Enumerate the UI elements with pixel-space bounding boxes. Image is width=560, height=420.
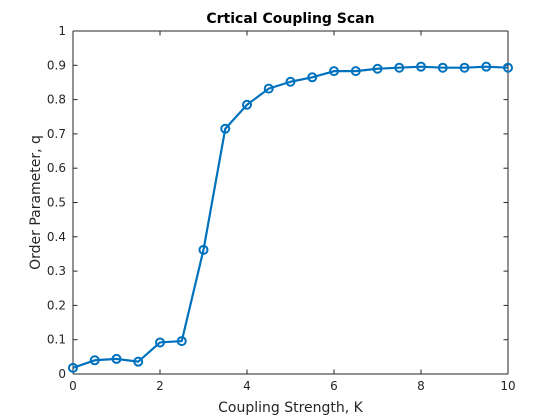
series-line — [72, 65, 509, 369]
axis-ticks: 0 2 4 6 8 10 0 0.1 0.2 0.3 0.4 0.5 0.6 0.7 0.8 0.9 1 — [47, 24, 516, 393]
data-point-marker — [459, 62, 470, 73]
data-point-marker — [372, 63, 383, 74]
y-tick-label: 0.4 — [47, 230, 66, 244]
y-tick-label: 0 — [58, 367, 66, 381]
data-point-marker — [68, 362, 78, 373]
data-point-marker — [242, 99, 252, 110]
data-series — [68, 61, 513, 373]
x-tick-label: 10 — [500, 379, 515, 393]
y-tick-label: 0.3 — [47, 264, 66, 278]
data-point-marker — [155, 337, 165, 348]
data-point-marker — [481, 61, 492, 72]
y-tick-label: 0.1 — [47, 333, 66, 347]
data-point-marker — [307, 72, 318, 83]
data-point-marker — [111, 353, 122, 364]
chart-title: Crtical Coupling Scan — [206, 11, 374, 27]
data-point-marker — [416, 61, 426, 72]
x-tick-label: 6 — [330, 379, 338, 393]
data-point-marker — [133, 356, 144, 367]
x-tick-label: 0 — [69, 379, 77, 393]
y-tick-label: 0.8 — [47, 93, 66, 107]
y-tick-label: 0.6 — [47, 161, 66, 175]
data-point-marker — [503, 62, 513, 73]
data-point-marker — [437, 62, 448, 73]
data-point-marker — [263, 83, 274, 94]
y-axis-label: Order Parameter, q — [28, 135, 44, 270]
x-tick-label: 8 — [417, 379, 425, 393]
y-tick-label: 0.5 — [47, 196, 66, 210]
data-point-marker — [176, 336, 187, 347]
y-tick-label: 0.9 — [47, 58, 66, 72]
y-tick-label: 0.7 — [47, 127, 66, 141]
x-axis-label: Coupling Strength, K — [218, 400, 364, 416]
data-point-marker — [350, 66, 361, 77]
data-point-marker — [220, 123, 231, 134]
x-tick-label: 4 — [243, 379, 251, 393]
y-tick-label: 0.2 — [47, 298, 66, 312]
plot-area — [73, 31, 508, 374]
data-point-marker — [198, 244, 209, 255]
data-point-marker — [329, 66, 339, 77]
y-tick-label: 1 — [58, 24, 66, 38]
x-tick-label: 2 — [156, 379, 164, 393]
data-point-marker — [89, 355, 100, 366]
data-point-marker — [394, 62, 405, 73]
data-point-marker — [285, 76, 296, 87]
